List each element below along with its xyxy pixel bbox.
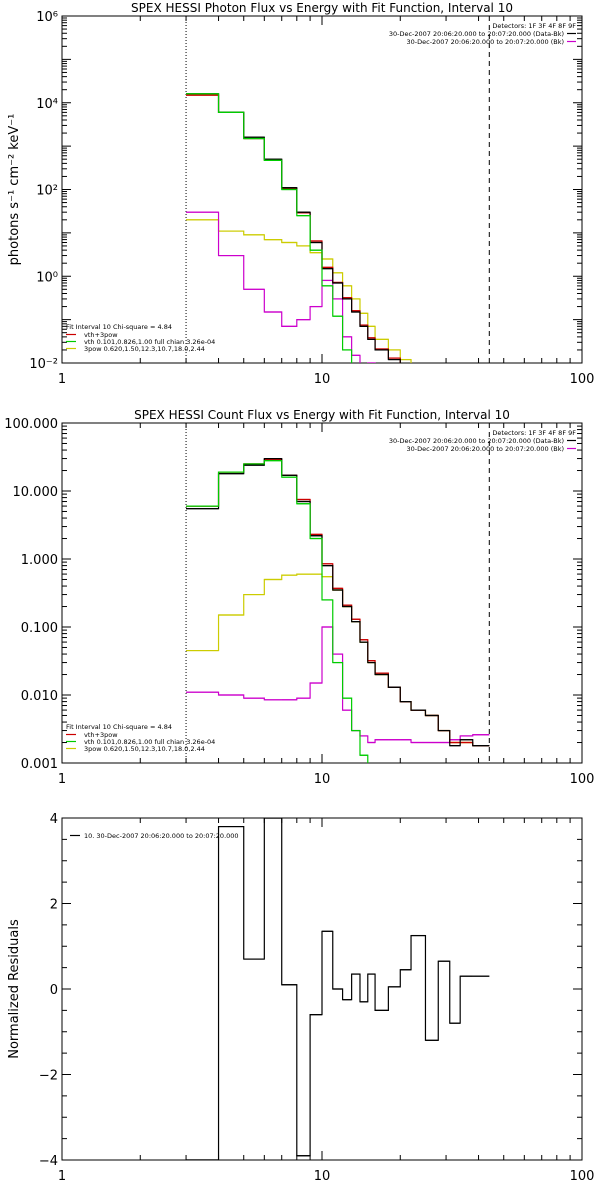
y-tick-label: −2 <box>39 1069 58 1084</box>
series-data <box>186 457 490 747</box>
series-vth-line <box>186 93 353 363</box>
y-tick-label: 1.000 <box>21 553 58 568</box>
x-tick-label: 100 <box>570 372 595 387</box>
legend-entry-label: 30-Dec-2007 20:06:20.000 to 20:07:20.000… <box>407 38 565 46</box>
series-residuals-line <box>186 818 490 1160</box>
chart-panel-1: SPEX HESSI Photon Flux vs Energy with Fi… <box>7 1 595 387</box>
x-axis: 1 10 100 <box>58 818 595 1184</box>
series-residuals <box>186 818 490 1160</box>
y-tick-label: 4 <box>50 812 58 827</box>
x-tick-label: 1 <box>58 1169 66 1184</box>
legend-bottom: Fit Interval 10 Chi-square = 4.84vth+3po… <box>66 323 215 353</box>
chart-title: SPEX HESSI Photon Flux vs Energy with Fi… <box>131 1 513 15</box>
y-axis: 0.001 0.010 0.100 1.000 10.000 100.000 <box>4 417 582 772</box>
series-3pow <box>186 219 412 363</box>
y-tick-label: 10⁻² <box>29 357 58 372</box>
series-model-line <box>186 94 401 363</box>
chart-title: SPEX HESSI Count Flux vs Energy with Fit… <box>134 408 510 422</box>
x-tick-label: 10 <box>314 772 331 787</box>
y-tick-label: 2 <box>50 898 58 913</box>
y-axis: 10⁻² 10⁰ 10² 10⁴ 10⁶ <box>29 10 582 372</box>
legend-entry-label: 30-Dec-2007 20:06:20.000 to 20:07:20.000… <box>389 437 564 445</box>
series-vth <box>186 93 353 363</box>
legend-header: Detectors: 1F 3F 4F 8F 9F <box>492 22 576 30</box>
series-data <box>186 93 401 363</box>
x-tick-label: 1 <box>58 772 66 787</box>
x-axis: 1 10 100 <box>58 423 595 787</box>
series-model-line <box>186 458 490 747</box>
legend-entry-label: 3pow 0.620,1.50,12.3,10.7,18.0,2.44 <box>84 745 205 753</box>
y-tick-label: 10.000 <box>13 485 59 500</box>
y-tick-label: 10² <box>36 184 58 199</box>
series-3pow <box>186 573 490 747</box>
series-model <box>186 94 401 363</box>
x-tick-label: 10 <box>314 372 331 387</box>
legend-entry-label: 30-Dec-2007 20:06:20.000 to 20:07:20.000… <box>407 445 565 453</box>
plot-frame <box>61 15 583 364</box>
plot-area <box>186 818 490 1160</box>
legend-entry-label: 10. 30-Dec-2007 20:06:20.000 to 20:07:20… <box>84 832 239 840</box>
chart-panel-3: Normalized Residuals 1 10 100 −4 −2 0 2 4 10. 30-… <box>7 812 594 1184</box>
x-tick-label: 100 <box>570 772 595 787</box>
legend-header: Fit Interval 10 Chi-square = 4.84 <box>66 323 172 331</box>
y-tick-label: 0 <box>50 983 58 998</box>
legend-header: Detectors: 1F 3F 4F 8F 9F <box>492 429 576 437</box>
legend-entry-label: 3pow 0.620,1.50,12.3,10.7,18.0,2.44 <box>84 345 205 353</box>
y-tick-label: 10⁴ <box>36 97 58 112</box>
y-tick-label: 10⁰ <box>36 270 58 285</box>
x-axis: 1 10 100 <box>58 16 595 387</box>
legend-entry-label: vth+3pow <box>84 731 118 739</box>
y-tick-label: 0.100 <box>21 621 58 636</box>
y-tick-label: −4 <box>39 1154 58 1169</box>
plot-area <box>185 16 490 363</box>
y-tick-label: 10⁶ <box>36 10 58 25</box>
y-axis-label: photons s⁻¹ cm⁻² keV⁻¹ <box>7 114 22 266</box>
x-tick-label: 100 <box>570 1169 595 1184</box>
series-vth <box>186 459 369 763</box>
legend-entry-label: vth 0.101,0.826,1.00 full chian 3.26e-04 <box>84 338 215 346</box>
series-bk-line <box>186 626 490 744</box>
series-bk <box>186 211 376 363</box>
x-tick-label: 1 <box>58 372 66 387</box>
chart-panel-2: SPEX HESSI Count Flux vs Energy with Fit… <box>4 408 595 787</box>
series-data-line <box>186 457 490 747</box>
series-model <box>186 458 490 747</box>
series-3pow-line <box>186 219 412 363</box>
y-tick-label: 100.000 <box>4 417 58 432</box>
series-bk <box>186 626 490 744</box>
series-bk-line <box>186 211 376 363</box>
y-axis-label: Normalized Residuals <box>7 919 22 1059</box>
y-axis: −4 −2 0 2 4 <box>39 812 582 1169</box>
legend-top: 10. 30-Dec-2007 20:06:20.000 to 20:07:20… <box>70 832 239 840</box>
legend-entry-label: 30-Dec-2007 20:06:20.000 to 20:07:20.000… <box>389 30 564 38</box>
legend-entry-label: vth 0.101,0.826,1.00 full chian 3.26e-04 <box>84 738 215 746</box>
y-tick-label: 0.010 <box>21 689 58 704</box>
legend-entry-label: vth+3pow <box>84 331 118 339</box>
x-tick-label: 10 <box>314 1169 331 1184</box>
legend-header: Fit Interval 10 Chi-square = 4.84 <box>66 723 172 731</box>
series-vth-line <box>186 459 369 763</box>
plot-area <box>185 423 490 763</box>
y-tick-label: 0.001 <box>21 757 58 772</box>
series-3pow-line <box>186 573 490 747</box>
legend-bottom: Fit Interval 10 Chi-square = 4.84vth+3po… <box>66 723 215 753</box>
series-data-line <box>186 93 401 363</box>
